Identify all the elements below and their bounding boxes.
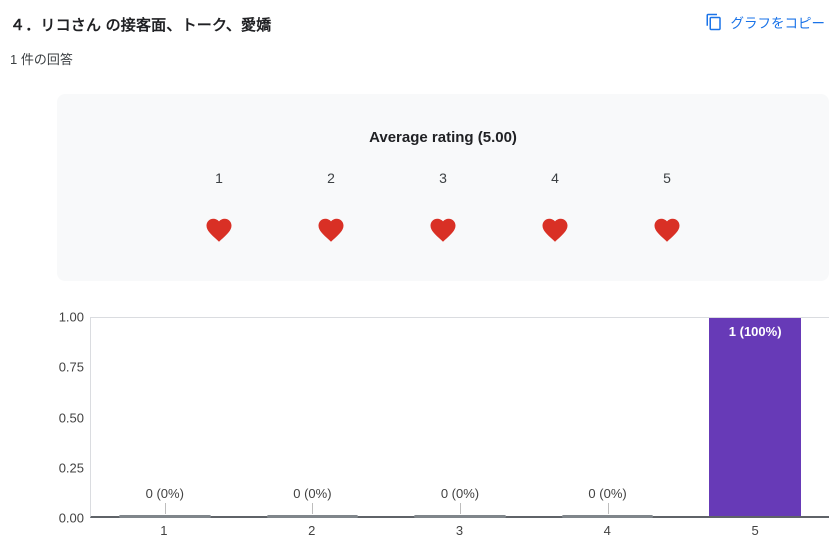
heart-icon [387,215,499,245]
bar: 1 (100%) [709,318,801,516]
heart-icon [163,215,275,245]
chart-body: 1.00 0.75 0.50 0.25 0.00 0 (0%) 0 (0%) 0 (0%) 0… [0,310,829,526]
x-tick-label: 1 [160,523,168,538]
average-rating-panel: Average rating (5.00) 1 2 3 4 5 [57,94,829,281]
zero-bar [266,515,359,518]
zero-bar [119,515,211,518]
y-axis: 1.00 0.75 0.50 0.25 0.00 [0,310,90,526]
rating-scale-item: 5 [611,170,723,245]
zero-bar [414,515,506,518]
bar-column: 0 (0%) [239,318,387,518]
heart-icon [499,215,611,245]
bar-value-label: 0 (0%) [145,486,184,501]
y-tick-label: 1.00 [58,309,84,325]
rating-scale-number: 2 [327,170,335,186]
rating-scale: 1 2 3 4 5 [57,170,829,245]
zero-label-leader-line [312,503,314,514]
zero-label-leader-line [459,503,461,514]
bar-value-label: 0 (0%) [440,486,480,501]
question-header: ４．リコさん の接客面、トーク、愛嬌 1 件の回答 グラフをコピー [0,0,829,68]
x-tick-label: 3 [455,523,464,538]
copy-chart-button[interactable]: グラフをコピー [703,8,828,36]
rating-scale-number: 4 [551,170,559,186]
y-tick-label: 0.75 [58,359,84,375]
rating-scale-item: 3 [387,170,499,245]
zero-label-leader-line [164,503,166,514]
question-header-left: ４．リコさん の接客面、トーク、愛嬌 1 件の回答 [10,8,271,68]
rating-scale-item: 4 [499,170,611,245]
bar-column: 0 (0%) [386,318,534,518]
responses-count: 1 件の回答 [10,52,73,67]
x-tick-label: 5 [751,523,759,538]
x-tick-label: 2 [308,523,316,538]
rating-scale-item: 2 [275,170,387,245]
bar-value-label: 0 (0%) [293,486,332,501]
x-axis: 1 2 3 4 5 [90,523,829,538]
plot-area: 0 (0%) 0 (0%) 0 (0%) 0 (0%) 1 (100%) [90,317,829,518]
bar-value-label: 1 (100%) [728,324,782,339]
average-rating-title: Average rating (5.00) [369,129,517,146]
bar-column: 0 (0%) [91,318,239,518]
zero-label-leader-line [607,503,609,514]
bar-value-label: 0 (0%) [588,486,627,501]
heart-icon [611,215,723,245]
copy-icon [705,13,723,31]
question-title: ４．リコさん の接客面、トーク、愛嬌 [10,17,272,34]
y-tick-label: 0.25 [58,460,84,476]
zero-bar [561,515,654,518]
rating-scale-number: 1 [215,170,223,186]
x-tick-label: 4 [603,523,611,538]
copy-chart-button-label: グラフをコピー [730,16,826,31]
rating-scale-number: 5 [663,170,671,186]
y-tick-label: 0.50 [58,410,84,425]
bar-column: 1 (100%) [681,318,829,516]
bar-chart: 1.00 0.75 0.50 0.25 0.00 0 (0%) 0 (0%) 0 (0%) 0… [0,310,829,538]
y-tick-label: 0.00 [58,510,84,526]
bar-column: 0 (0%) [534,318,682,518]
rating-scale-number: 3 [439,170,447,186]
rating-scale-item: 1 [163,170,275,245]
heart-icon [275,215,387,245]
